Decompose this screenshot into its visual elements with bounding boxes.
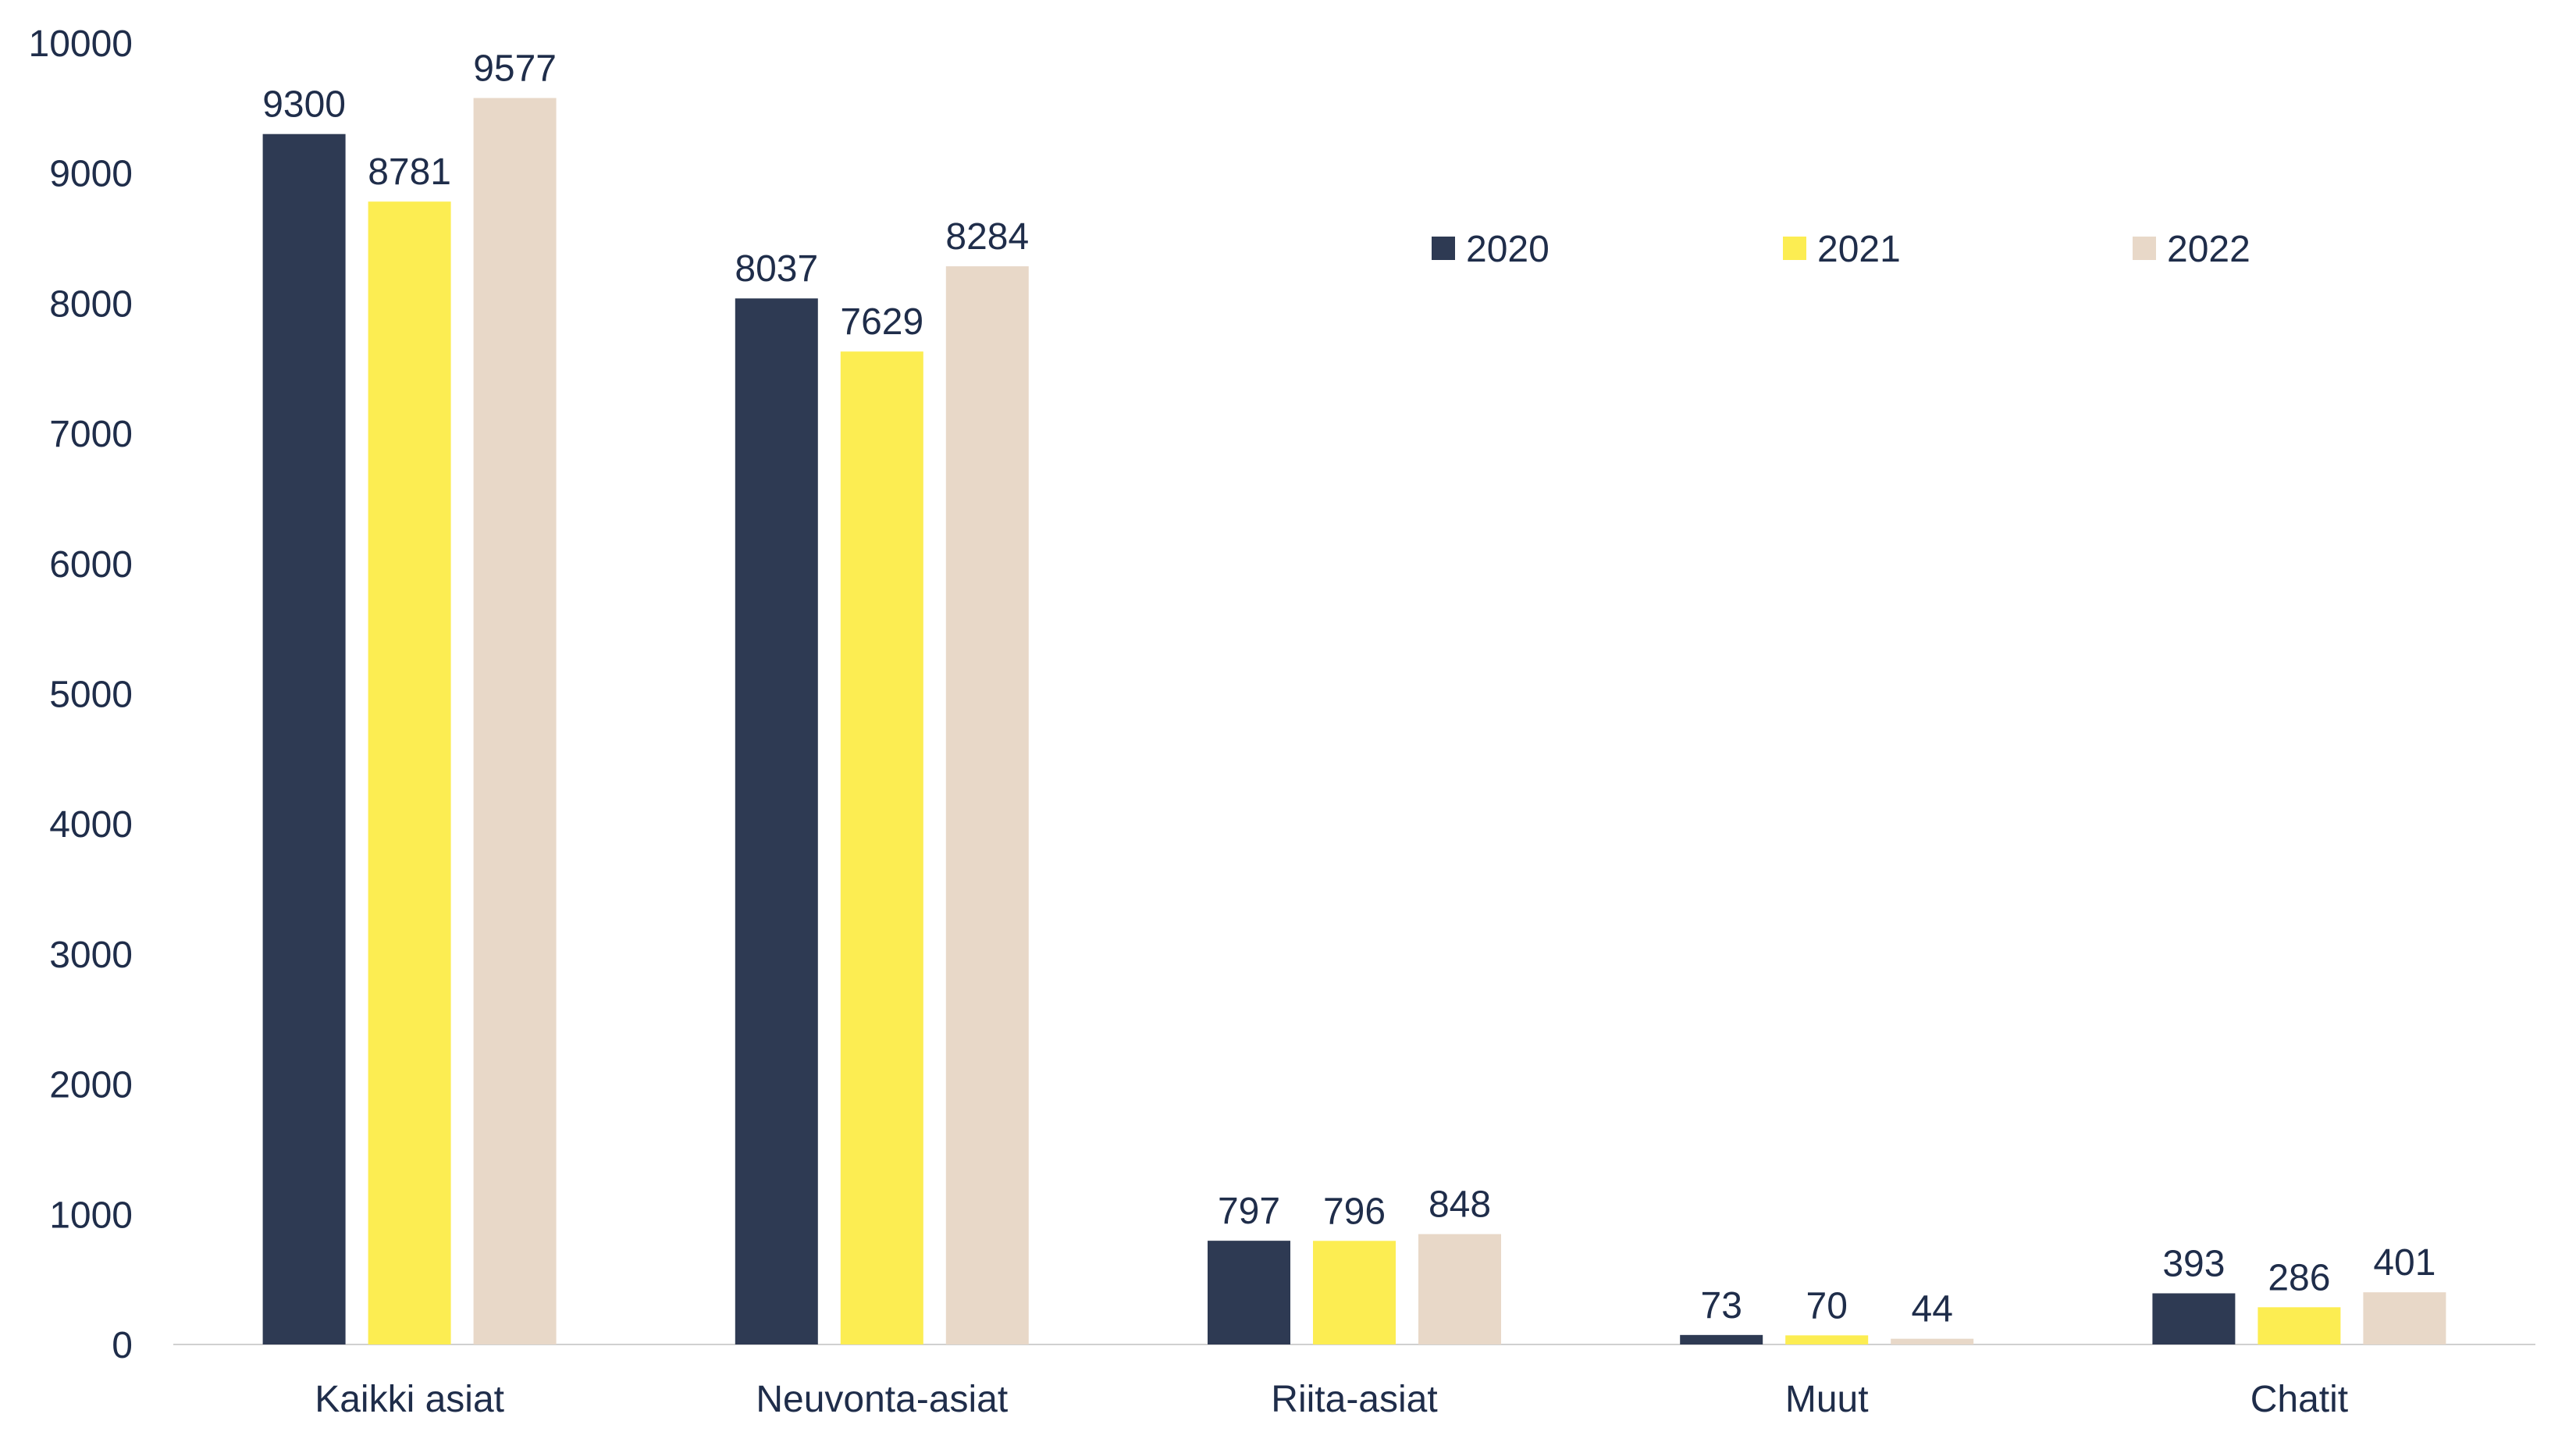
bar xyxy=(368,201,451,1345)
bar xyxy=(2258,1307,2341,1344)
x-category-label: Riita-asiat xyxy=(1271,1379,1437,1420)
legend-swatch xyxy=(2133,237,2156,260)
y-tick-label: 2000 xyxy=(49,1065,133,1106)
y-tick-label: 7000 xyxy=(49,414,133,455)
bar xyxy=(1418,1234,1501,1344)
x-category-label: Neuvonta-asiat xyxy=(756,1379,1008,1420)
y-tick-label: 4000 xyxy=(49,804,133,846)
data-label: 286 xyxy=(2268,1257,2330,1298)
bar xyxy=(473,98,557,1344)
y-tick-label: 8000 xyxy=(49,283,133,325)
data-label: 8284 xyxy=(945,216,1029,258)
data-labels: 9300 8781 9577 8037 7629 8284 797 796 848 73 70 44 3… xyxy=(262,48,2435,1330)
bar xyxy=(1208,1241,1290,1344)
legend-swatch xyxy=(1783,237,1806,260)
x-axis: Kaikki asiat Neuvonta-asiat Riita-asiat Muu… xyxy=(173,1344,2535,1420)
legend-label: 2021 xyxy=(1817,229,1901,270)
bar xyxy=(945,266,1029,1345)
bar xyxy=(2152,1293,2236,1344)
data-label: 796 xyxy=(1323,1191,1386,1232)
data-label: 797 xyxy=(1218,1191,1280,1232)
data-label: 44 xyxy=(1912,1289,1953,1330)
data-label: 8037 xyxy=(735,248,818,290)
y-tick-label: 5000 xyxy=(49,675,133,716)
x-category-label: Muut xyxy=(1785,1379,1869,1420)
y-tick-label: 3000 xyxy=(49,935,133,976)
data-label: 70 xyxy=(1806,1285,1848,1327)
data-label: 8781 xyxy=(368,151,451,193)
bar xyxy=(735,298,818,1345)
data-label: 848 xyxy=(1429,1184,1491,1226)
y-tick-label: 10000 xyxy=(29,23,133,65)
data-label: 9577 xyxy=(473,48,557,90)
bar xyxy=(262,134,346,1345)
bar xyxy=(1785,1335,1869,1344)
legend-label: 2020 xyxy=(1466,229,1550,270)
bar xyxy=(1313,1241,1396,1344)
x-category-label: Kaikki asiat xyxy=(315,1379,504,1420)
data-label: 9300 xyxy=(262,84,346,126)
legend-label: 2022 xyxy=(2167,229,2250,270)
legend: 2020 2021 2022 xyxy=(1432,229,2250,270)
y-tick-label: 6000 xyxy=(49,544,133,586)
bar xyxy=(1680,1334,1763,1344)
y-tick-label: 1000 xyxy=(49,1195,133,1236)
x-category-label: Chatit xyxy=(2250,1379,2348,1420)
data-label: 393 xyxy=(2162,1243,2225,1284)
y-tick-label: 9000 xyxy=(49,154,133,195)
bar xyxy=(840,351,923,1344)
legend-swatch xyxy=(1432,237,1455,260)
data-label: 7629 xyxy=(840,301,923,343)
y-tick-label: 0 xyxy=(112,1325,133,1366)
bar xyxy=(1891,1338,1974,1344)
y-axis: 0 1000 2000 3000 4000 5000 6000 7000 8000 9000 100… xyxy=(29,23,133,1366)
data-label: 73 xyxy=(1701,1285,1742,1327)
bars xyxy=(262,98,2446,1345)
data-label: 401 xyxy=(2373,1242,2435,1284)
bar xyxy=(2363,1292,2446,1344)
